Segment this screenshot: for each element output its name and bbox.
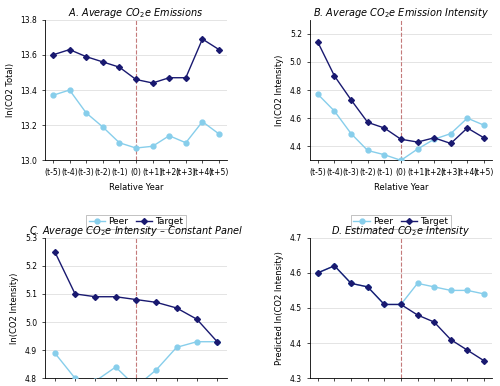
Title: D. Estimated CO$_2$e Intensity: D. Estimated CO$_2$e Intensity (332, 223, 470, 237)
Title: A. Average CO$_2$e Emissions: A. Average CO$_2$e Emissions (68, 5, 204, 20)
Legend: Peer, Target: Peer, Target (86, 215, 186, 229)
Y-axis label: ln(CO2 Intensity): ln(CO2 Intensity) (10, 272, 20, 344)
Title: B. Average CO$_2$e Emission Intensity: B. Average CO$_2$e Emission Intensity (313, 5, 489, 20)
Y-axis label: ln(CO2 Total): ln(CO2 Total) (6, 63, 15, 117)
Legend: Peer, Target: Peer, Target (350, 215, 451, 229)
Y-axis label: Predicted ln(CO2 Intensity): Predicted ln(CO2 Intensity) (275, 251, 284, 365)
Title: C. Average CO$_2$e Intensity – Constant Panel: C. Average CO$_2$e Intensity – Constant … (29, 223, 243, 237)
X-axis label: Relative Year: Relative Year (108, 183, 163, 191)
X-axis label: Relative Year: Relative Year (374, 183, 428, 191)
Y-axis label: ln(CO2 Intensity): ln(CO2 Intensity) (275, 54, 284, 126)
